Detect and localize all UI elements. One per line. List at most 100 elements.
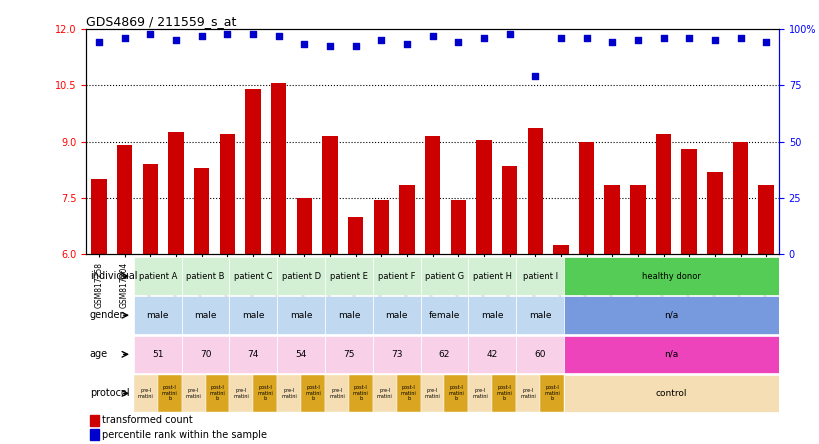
- Point: [528, 72, 541, 79]
- Text: male: male: [194, 311, 216, 320]
- FancyBboxPatch shape: [515, 258, 563, 295]
- Text: post-I
matini
b: post-I matini b: [544, 385, 559, 401]
- Point: [733, 35, 746, 42]
- Point: [220, 31, 233, 38]
- Text: patient C: patient C: [233, 272, 272, 281]
- Point: [93, 39, 106, 46]
- Text: 75: 75: [343, 350, 355, 359]
- FancyBboxPatch shape: [563, 336, 778, 373]
- FancyBboxPatch shape: [420, 258, 468, 295]
- Bar: [373, 200, 388, 254]
- Text: post-I
matini
b: post-I matini b: [448, 385, 464, 401]
- Text: patient G: patient G: [424, 272, 464, 281]
- Text: post-I
matini
b: post-I matini b: [257, 385, 273, 401]
- Point: [451, 39, 464, 46]
- Point: [758, 39, 771, 46]
- Text: 74: 74: [247, 350, 259, 359]
- FancyBboxPatch shape: [182, 336, 229, 373]
- Point: [426, 33, 439, 40]
- Point: [195, 33, 208, 40]
- FancyBboxPatch shape: [133, 258, 182, 295]
- FancyBboxPatch shape: [133, 297, 182, 334]
- Text: pre-I
matini: pre-I matini: [377, 388, 392, 399]
- FancyBboxPatch shape: [420, 336, 468, 373]
- FancyBboxPatch shape: [468, 258, 515, 295]
- Text: pre-I
matini: pre-I matini: [519, 388, 536, 399]
- FancyBboxPatch shape: [324, 297, 373, 334]
- Bar: [681, 149, 696, 254]
- FancyBboxPatch shape: [277, 297, 324, 334]
- FancyBboxPatch shape: [468, 375, 491, 412]
- Text: patient D: patient D: [281, 272, 320, 281]
- FancyBboxPatch shape: [324, 258, 373, 295]
- FancyBboxPatch shape: [540, 375, 563, 412]
- Point: [579, 35, 592, 42]
- Text: n/a: n/a: [663, 350, 678, 359]
- Point: [323, 42, 336, 49]
- Text: protocol: protocol: [89, 388, 129, 398]
- Bar: [91, 179, 106, 254]
- Text: n/a: n/a: [663, 311, 678, 320]
- FancyBboxPatch shape: [444, 375, 468, 412]
- Point: [118, 35, 131, 42]
- FancyBboxPatch shape: [182, 297, 229, 334]
- FancyBboxPatch shape: [373, 336, 420, 373]
- FancyBboxPatch shape: [229, 258, 277, 295]
- Bar: [143, 164, 158, 254]
- FancyBboxPatch shape: [491, 375, 515, 412]
- FancyBboxPatch shape: [420, 297, 468, 334]
- Text: post-I
matini
b: post-I matini b: [210, 385, 225, 401]
- FancyBboxPatch shape: [182, 375, 206, 412]
- Bar: [706, 172, 722, 254]
- FancyBboxPatch shape: [229, 336, 277, 373]
- Text: GDS4869 / 211559_s_at: GDS4869 / 211559_s_at: [86, 15, 236, 28]
- Bar: [89, 415, 98, 426]
- Bar: [578, 142, 594, 254]
- Text: female: female: [428, 311, 459, 320]
- Bar: [117, 145, 132, 254]
- Bar: [347, 217, 363, 254]
- Point: [143, 31, 156, 38]
- Bar: [270, 83, 286, 254]
- FancyBboxPatch shape: [324, 336, 373, 373]
- Bar: [322, 136, 337, 254]
- Bar: [527, 128, 542, 254]
- Bar: [296, 198, 311, 254]
- Text: healthy donor: healthy donor: [641, 272, 700, 281]
- Point: [656, 35, 669, 42]
- Point: [374, 36, 387, 44]
- Text: individual: individual: [89, 271, 137, 281]
- Bar: [219, 134, 235, 254]
- Text: pre-I
matini: pre-I matini: [138, 388, 153, 399]
- Point: [297, 40, 310, 48]
- Text: male: male: [481, 311, 503, 320]
- FancyBboxPatch shape: [301, 375, 324, 412]
- Text: age: age: [89, 349, 107, 359]
- Text: pre-I
matini: pre-I matini: [233, 388, 249, 399]
- Text: control: control: [655, 389, 686, 398]
- Text: patient I: patient I: [522, 272, 557, 281]
- FancyBboxPatch shape: [277, 375, 301, 412]
- FancyBboxPatch shape: [133, 375, 157, 412]
- Point: [554, 35, 567, 42]
- Text: post-I
matini
b: post-I matini b: [400, 385, 416, 401]
- FancyBboxPatch shape: [349, 375, 373, 412]
- Text: 54: 54: [295, 350, 306, 359]
- Text: pre-I
matini: pre-I matini: [472, 388, 487, 399]
- Bar: [193, 168, 209, 254]
- Point: [272, 33, 285, 40]
- Text: pre-I
matini: pre-I matini: [424, 388, 440, 399]
- Text: 51: 51: [152, 350, 163, 359]
- Bar: [424, 136, 440, 254]
- FancyBboxPatch shape: [563, 375, 778, 412]
- Text: 70: 70: [200, 350, 211, 359]
- Text: patient B: patient B: [186, 272, 224, 281]
- Text: patient F: patient F: [378, 272, 415, 281]
- Point: [170, 36, 183, 44]
- Text: gender: gender: [89, 310, 124, 320]
- FancyBboxPatch shape: [563, 258, 778, 295]
- Text: 62: 62: [438, 350, 450, 359]
- FancyBboxPatch shape: [468, 297, 515, 334]
- Text: 60: 60: [534, 350, 545, 359]
- Text: pre-I
matini: pre-I matini: [186, 388, 201, 399]
